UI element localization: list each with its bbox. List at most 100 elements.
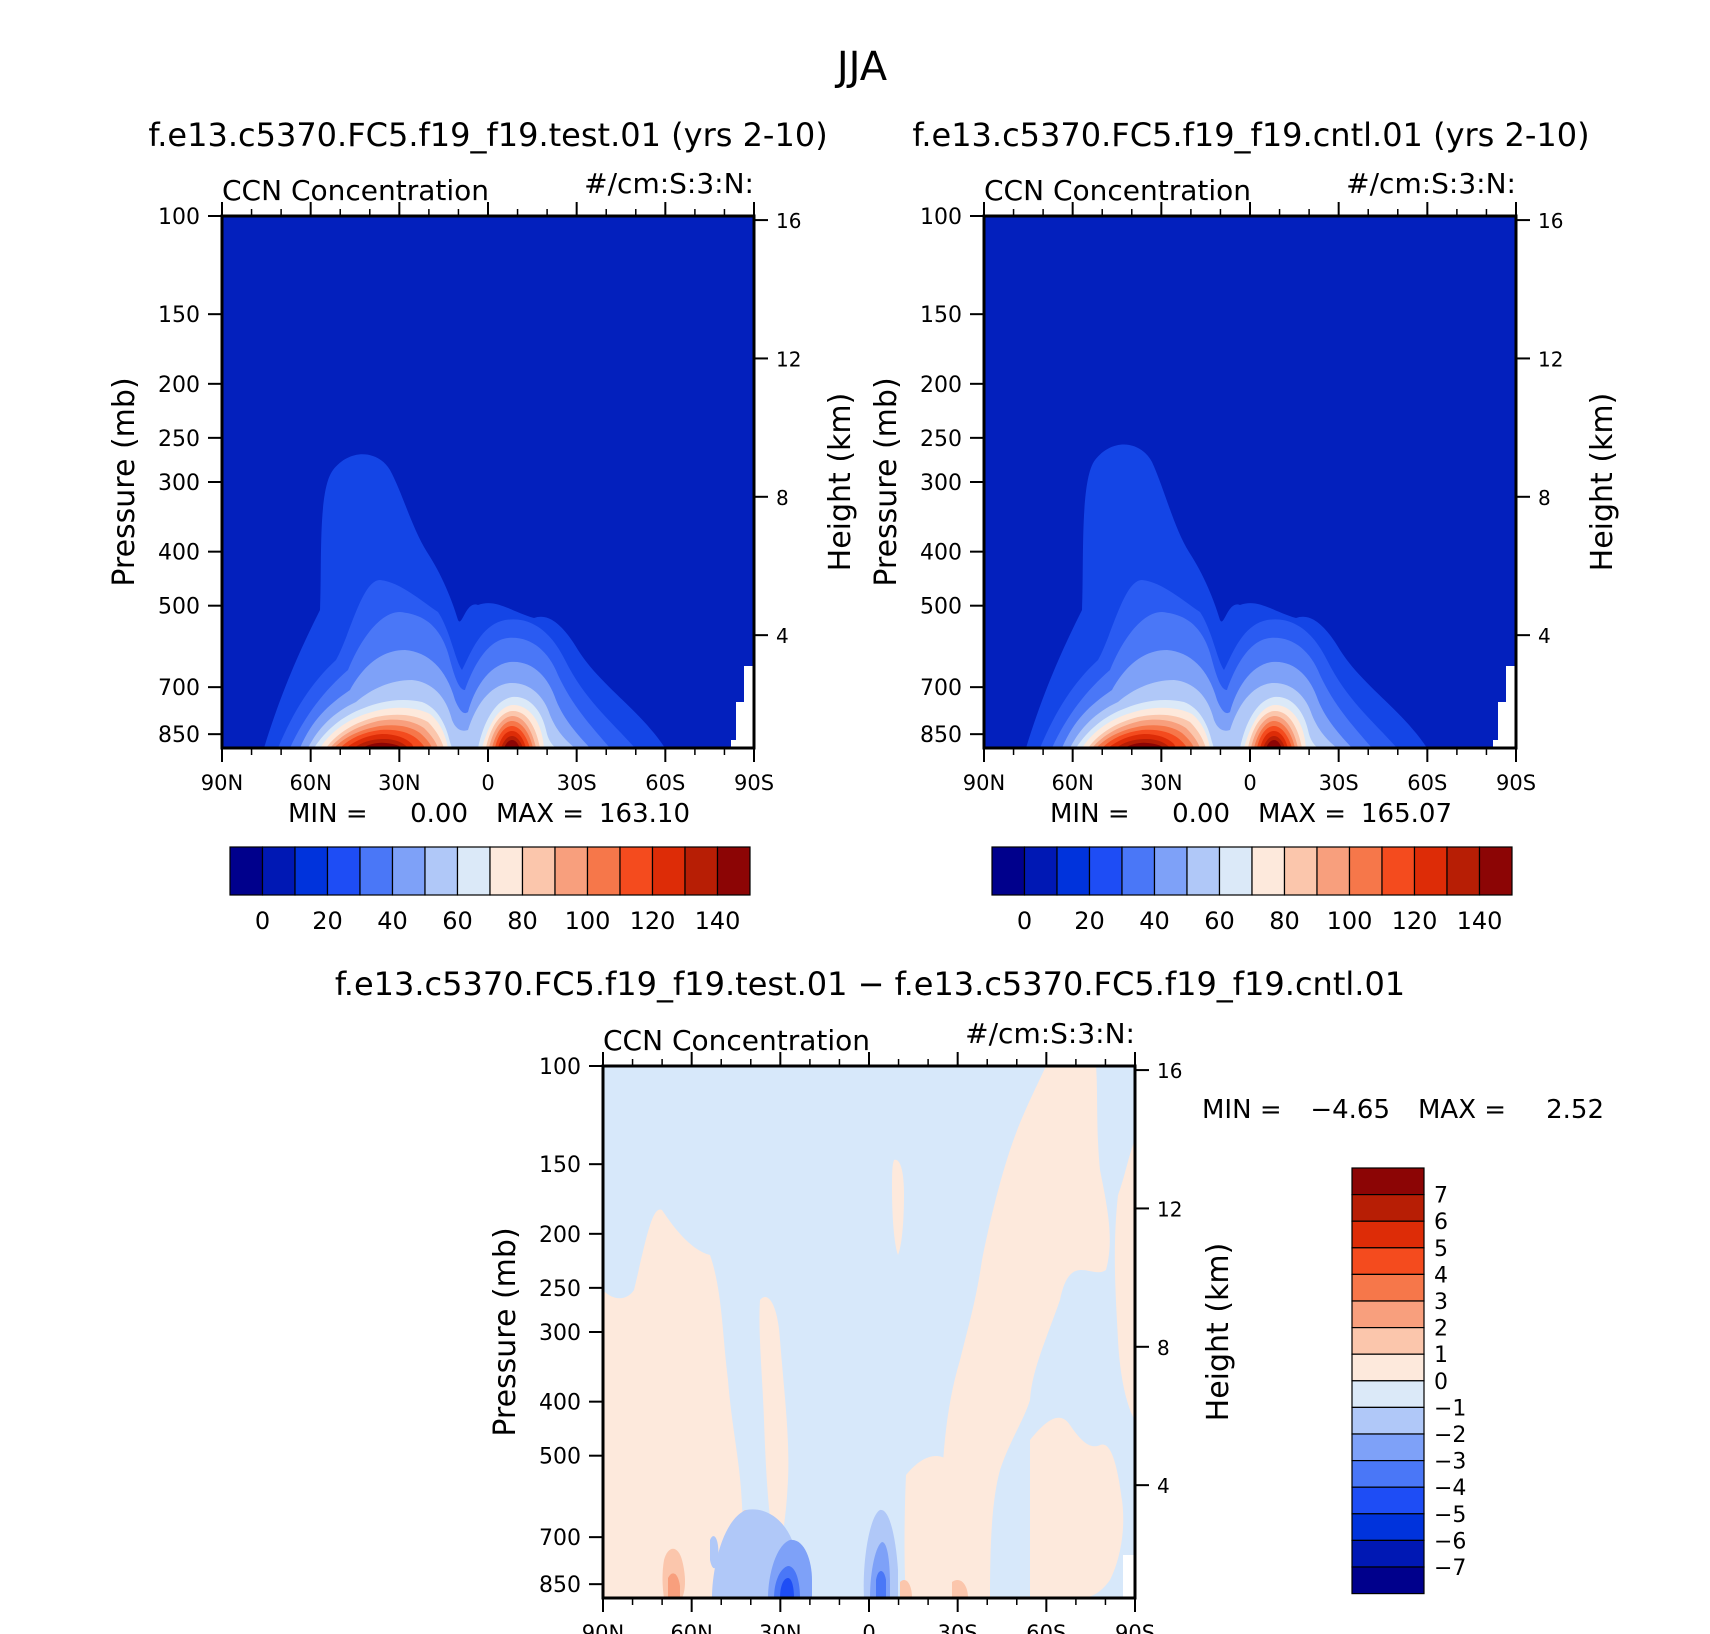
panel-cntl-ylabel: Pressure (mb): [869, 377, 904, 586]
y2-tick-label: 12: [1157, 1197, 1182, 1221]
colorbar-swatch: [1088, 846, 1123, 896]
colorbar-swatch: [1121, 846, 1156, 896]
panel-test-ylabel: Pressure (mb): [107, 377, 142, 586]
x-tick-label: 30N: [759, 1621, 801, 1634]
y2-tick-label: 12: [776, 347, 801, 371]
x-tick-label: 90N: [963, 771, 1005, 795]
y2-tick-label: 16: [1157, 1059, 1182, 1083]
panel-cntl-min-value: 0.00: [1172, 799, 1230, 829]
panel-diff-positive-region: [1030, 1417, 1124, 1598]
y-tick-label: 250: [158, 427, 200, 452]
colorbar-label: −7: [1434, 1556, 1466, 1581]
panel-test-plot: [222, 216, 754, 748]
colorbar-swatch: [1478, 846, 1513, 896]
panel-test-axes: 100 150 200 250 300 400 500 700 850 16 12 8 4 90N 60N 3…: [158, 202, 801, 795]
panel-cntl-missing-data: [1493, 666, 1516, 748]
x-tick-label: 90N: [201, 771, 243, 795]
colorbar-swatch: [1351, 1486, 1425, 1515]
colorbar-label: 60: [442, 907, 473, 935]
colorbar-label: 40: [1139, 907, 1170, 935]
y2-tick-label: 8: [776, 486, 789, 510]
colorbar-label: 40: [377, 907, 408, 935]
colorbar-swatch: [1251, 846, 1286, 896]
colorbar-swatch: [1446, 846, 1481, 896]
colorbar-swatch: [1218, 846, 1253, 896]
x-tick-label: 90S: [1496, 771, 1536, 795]
panel-diff-neg-2-region: [710, 1536, 719, 1569]
panel-cntl-plot: [984, 216, 1516, 748]
panel-diff-min-label: MIN =: [1202, 1095, 1282, 1125]
colorbar-swatch: [1351, 1539, 1425, 1568]
panel-test: f.e13.c5370.FC5.f19_f19.test.01 (yrs 2-1…: [107, 116, 858, 935]
panel-test-contours: [264, 454, 754, 748]
panel-cntl-contours: [1026, 444, 1516, 748]
colorbar-swatch: [391, 846, 426, 896]
colorbar-label: 20: [1074, 907, 1105, 935]
y-tick-label: 400: [158, 541, 200, 566]
x-tick-label: 90S: [734, 771, 774, 795]
colorbar-swatch: [1023, 846, 1058, 896]
x-tick-label: 0: [862, 1621, 875, 1634]
x-tick-label: 30S: [938, 1621, 978, 1634]
colorbar-label: 2: [1434, 1317, 1448, 1342]
colorbar-swatch: [489, 846, 524, 896]
x-tick-label: 30N: [1140, 771, 1182, 795]
x-tick-label: 0: [481, 771, 494, 795]
colorbar-swatch: [1351, 1380, 1425, 1409]
y-tick-label: 700: [539, 1526, 581, 1551]
colorbar-swatch: [1283, 846, 1318, 896]
colorbar-swatch: [651, 846, 686, 896]
colorbar-swatch: [359, 846, 394, 896]
colorbar-swatch: [261, 846, 296, 896]
colorbar-swatch: [1351, 1300, 1425, 1329]
y-tick-label: 700: [158, 676, 200, 701]
colorbar-label: −6: [1434, 1529, 1466, 1554]
panel-cntl-min-label: MIN =: [1050, 799, 1130, 829]
y-tick-label: 200: [158, 373, 200, 398]
colorbar-swatch: [1413, 846, 1448, 896]
colorbar-label: 80: [1269, 907, 1300, 935]
colorbar-swatch: [424, 846, 459, 896]
season-title: JJA: [834, 44, 888, 90]
colorbar-label: 60: [1204, 907, 1235, 935]
colorbar-swatch: [1348, 846, 1383, 896]
colorbar-label: −2: [1434, 1423, 1466, 1448]
colorbar-label: 1: [1434, 1343, 1448, 1368]
y-tick-label: 300: [158, 471, 200, 496]
y-tick-label: 400: [539, 1391, 581, 1416]
panel-diff-positive-region: [759, 1296, 789, 1555]
y-tick-label: 100: [158, 205, 200, 230]
panel-diff: f.e13.c5370.FC5.f19_f19.test.01 − f.e13.…: [335, 965, 1604, 1634]
panel-diff-max-label: MAX =: [1418, 1095, 1506, 1125]
panel-diff-y2label: Height (km): [1201, 1243, 1236, 1422]
y-tick-label: 850: [539, 1573, 581, 1598]
y2-tick-label: 16: [1538, 209, 1563, 233]
panel-diff-pos-2-region: [952, 1579, 968, 1598]
colorbar-swatch: [1381, 846, 1416, 896]
y-tick-label: 400: [920, 541, 962, 566]
panel-test-y2label: Height (km): [823, 393, 858, 572]
colorbar-swatch: [554, 846, 589, 896]
y-tick-label: 150: [539, 1153, 581, 1178]
panel-diff-ylabel: Pressure (mb): [488, 1227, 523, 1436]
colorbar-label: −3: [1434, 1450, 1466, 1475]
panel-diff-max-value: 2.52: [1546, 1095, 1604, 1125]
panel-cntl-max-label: MAX =: [1258, 799, 1346, 829]
colorbar-swatch: [521, 846, 556, 896]
colorbar-swatch: [1186, 846, 1221, 896]
y2-tick-label: 8: [1538, 486, 1551, 510]
colorbar-label: 5: [1434, 1237, 1448, 1262]
colorbar-swatch: [619, 846, 654, 896]
colorbar-swatch: [1351, 1167, 1425, 1196]
colorbar-label: 140: [1457, 907, 1503, 935]
panel-test-title: f.e13.c5370.FC5.f19_f19.test.01 (yrs 2-1…: [148, 116, 827, 154]
y-tick-label: 200: [539, 1223, 581, 1248]
colorbar-label: 3: [1434, 1290, 1448, 1315]
panel-diff-positive-region: [603, 1209, 743, 1598]
colorbar-swatch: [1351, 1566, 1425, 1595]
colorbar-label: 120: [630, 907, 676, 935]
x-tick-label: 30N: [378, 771, 420, 795]
panel-diff-units-label: #/cm:S:3:N:: [965, 1017, 1135, 1050]
y-tick-label: 850: [920, 723, 962, 748]
colorbar-swatch: [1351, 1406, 1425, 1435]
